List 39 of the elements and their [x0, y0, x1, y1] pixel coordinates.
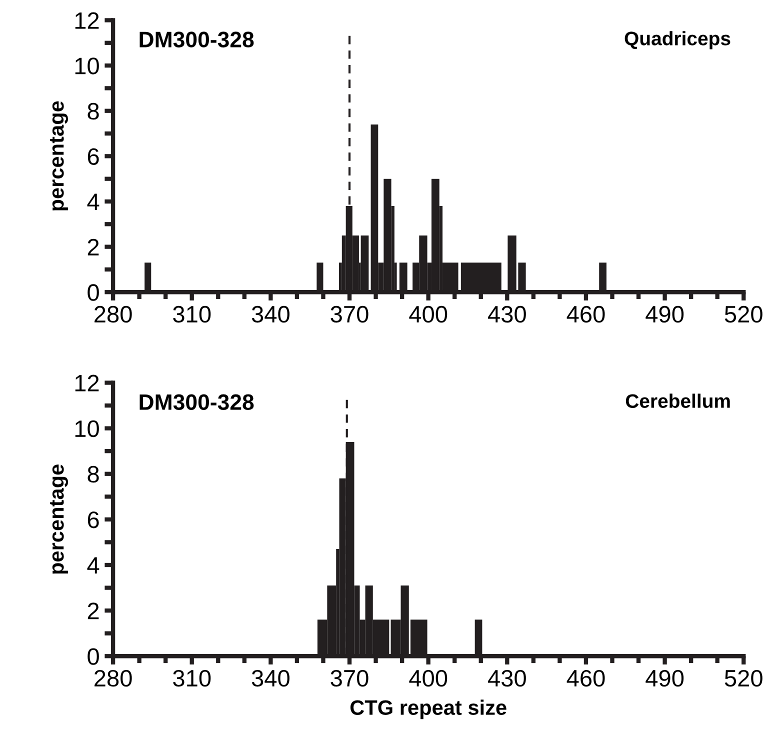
- annotation: DM300-328: [140, 32, 254, 48]
- x-tick-label: 310: [173, 306, 211, 323]
- x-tick-label: 460: [566, 306, 605, 323]
- y-tick-label: 6: [88, 148, 99, 165]
- x-tick-label: 370: [330, 670, 368, 687]
- x-tick-label: 430: [488, 306, 526, 323]
- x-tick-label: 520: [724, 670, 762, 687]
- x-tick-label: 310: [173, 670, 211, 687]
- x-tick-label: 430: [488, 670, 526, 687]
- x-tick-label: 490: [646, 306, 684, 323]
- y-tick-label: 12: [75, 374, 99, 392]
- y-tick-label: 6: [88, 512, 99, 528]
- x-tick-label: 490: [646, 670, 684, 687]
- y-tick-label: 8: [88, 466, 99, 483]
- x-tick-label: 400: [409, 306, 448, 323]
- x-axis-title: CTG repeat size: [350, 700, 506, 720]
- y-tick-label: 4: [87, 557, 100, 574]
- y-tick-label: 0: [88, 284, 99, 301]
- y-tick-label: 12: [75, 12, 99, 29]
- x-tick-label: 280: [94, 306, 132, 323]
- y-tick-label: 10: [75, 58, 99, 74]
- y-tick-label: 8: [88, 102, 99, 120]
- y-tick-label: 10: [75, 420, 99, 438]
- x-tick-label: 460: [566, 670, 605, 687]
- y-tick-label: 0: [88, 648, 99, 665]
- x-tick-label: 400: [409, 670, 448, 687]
- x-tick-label: 370: [330, 306, 368, 323]
- annotation: Quadriceps: [624, 31, 730, 50]
- x-tick-label: 280: [94, 670, 132, 687]
- x-tick-label: 340: [252, 670, 290, 687]
- x-tick-label: 520: [724, 306, 762, 323]
- x-tick-label: 340: [252, 306, 290, 323]
- y-tick-label: 4: [87, 194, 100, 210]
- annotation: DM300-328: [140, 394, 254, 410]
- y-axis-title: percentage: [50, 464, 68, 574]
- y-tick-label: 2: [88, 238, 99, 256]
- y-tick-label: 2: [88, 602, 99, 620]
- y-axis-title: percentage: [50, 101, 68, 210]
- annotation: Cerebellum: [626, 394, 730, 408]
